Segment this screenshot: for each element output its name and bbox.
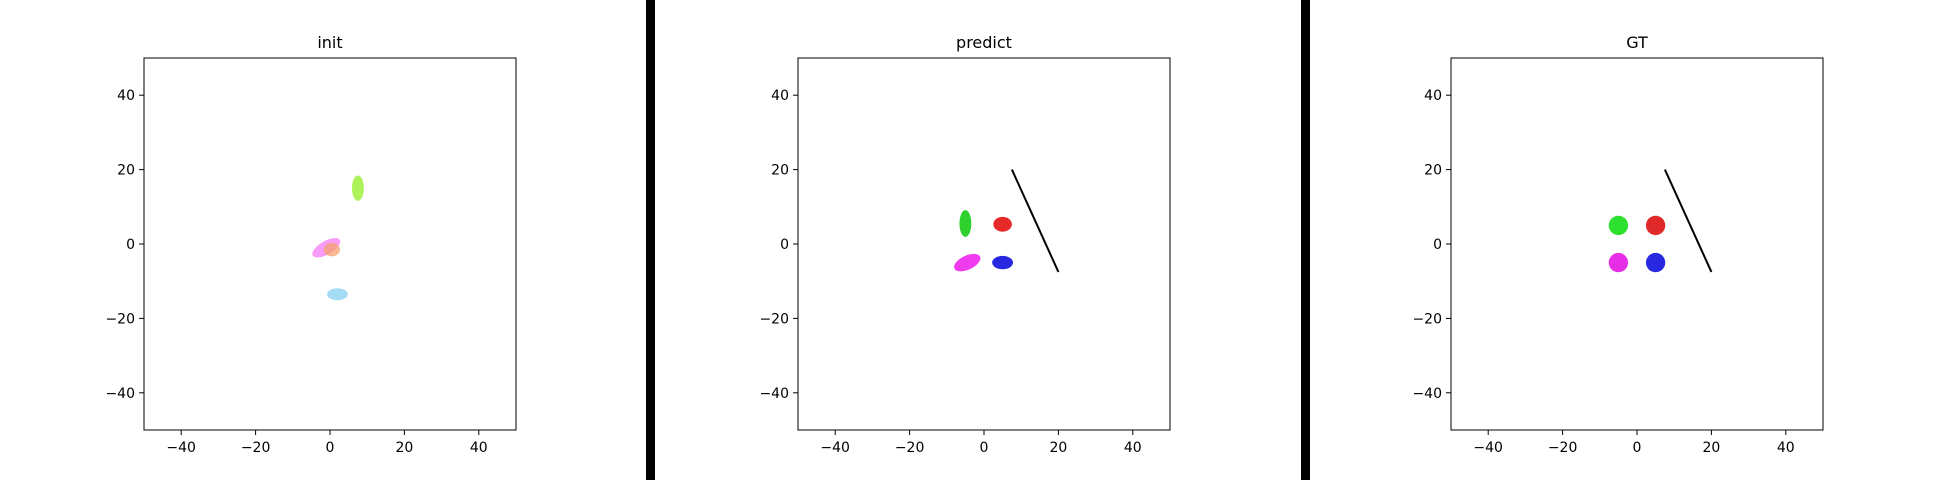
panel-separator-1 xyxy=(646,0,655,480)
x-tick-label: −40 xyxy=(1473,440,1503,456)
chart-title: GT xyxy=(1626,33,1648,52)
ellipse-marker-2 xyxy=(993,216,1012,232)
chart-panel-1: init −40 −20 0 20 40 −40 −20 0 20 40 xyxy=(105,33,517,456)
ellipse-marker-4 xyxy=(992,255,1014,270)
chart-panel-2: predict −40 −20 0 20 40 −40 −20 0 20 40 xyxy=(759,33,1171,456)
x-tick-label: −40 xyxy=(166,440,196,456)
x-tick-label: −20 xyxy=(895,440,925,456)
ellipse-marker-4 xyxy=(327,288,348,301)
y-tick-label: −20 xyxy=(1412,311,1442,327)
y-tick-label: 20 xyxy=(771,163,789,179)
x-tick-label: 0 xyxy=(326,440,335,456)
y-tick-label: −20 xyxy=(105,311,135,327)
ellipse-marker-4 xyxy=(1645,252,1666,273)
ellipse-marker-2 xyxy=(1645,215,1666,236)
y-tick-label: −40 xyxy=(1412,386,1442,402)
y-tick-label: 40 xyxy=(771,88,789,104)
y-tick-label: 0 xyxy=(126,237,135,253)
ellipse-marker-1 xyxy=(959,210,972,237)
x-tick-label: −20 xyxy=(241,440,271,456)
chart-title: init xyxy=(317,33,342,52)
y-tick-label: 20 xyxy=(117,163,135,179)
x-tick-label: 0 xyxy=(1633,440,1642,456)
ellipse-marker-3 xyxy=(1608,252,1629,273)
x-tick-label: −40 xyxy=(820,440,850,456)
ellipse-marker-3 xyxy=(954,253,981,272)
y-tick-label: −40 xyxy=(105,386,135,402)
ellipse-marker-3 xyxy=(323,242,341,257)
x-tick-label: −20 xyxy=(1548,440,1578,456)
ellipse-marker-1 xyxy=(351,175,364,201)
line-segment-1 xyxy=(1010,169,1060,273)
y-tick-label: 40 xyxy=(117,88,135,104)
chart-title: predict xyxy=(956,33,1012,52)
y-tick-label: 0 xyxy=(780,237,789,253)
x-tick-label: 40 xyxy=(1124,440,1142,456)
y-tick-label: 0 xyxy=(1433,237,1442,253)
x-tick-label: 20 xyxy=(1702,440,1720,456)
x-tick-label: 40 xyxy=(470,440,488,456)
y-tick-label: 40 xyxy=(1424,88,1442,104)
line-segment-1 xyxy=(1663,169,1713,273)
panel-separator-2 xyxy=(1301,0,1310,480)
x-tick-label: 40 xyxy=(1777,440,1795,456)
x-tick-label: 0 xyxy=(980,440,989,456)
ellipse-marker-1 xyxy=(1608,215,1629,236)
y-tick-label: 20 xyxy=(1424,163,1442,179)
y-tick-label: −20 xyxy=(759,311,789,327)
chart-panel-3: GT −40 −20 0 20 40 −40 −20 0 20 40 xyxy=(1412,33,1824,456)
x-tick-label: 20 xyxy=(395,440,413,456)
y-tick-label: −40 xyxy=(759,386,789,402)
x-tick-label: 20 xyxy=(1049,440,1067,456)
